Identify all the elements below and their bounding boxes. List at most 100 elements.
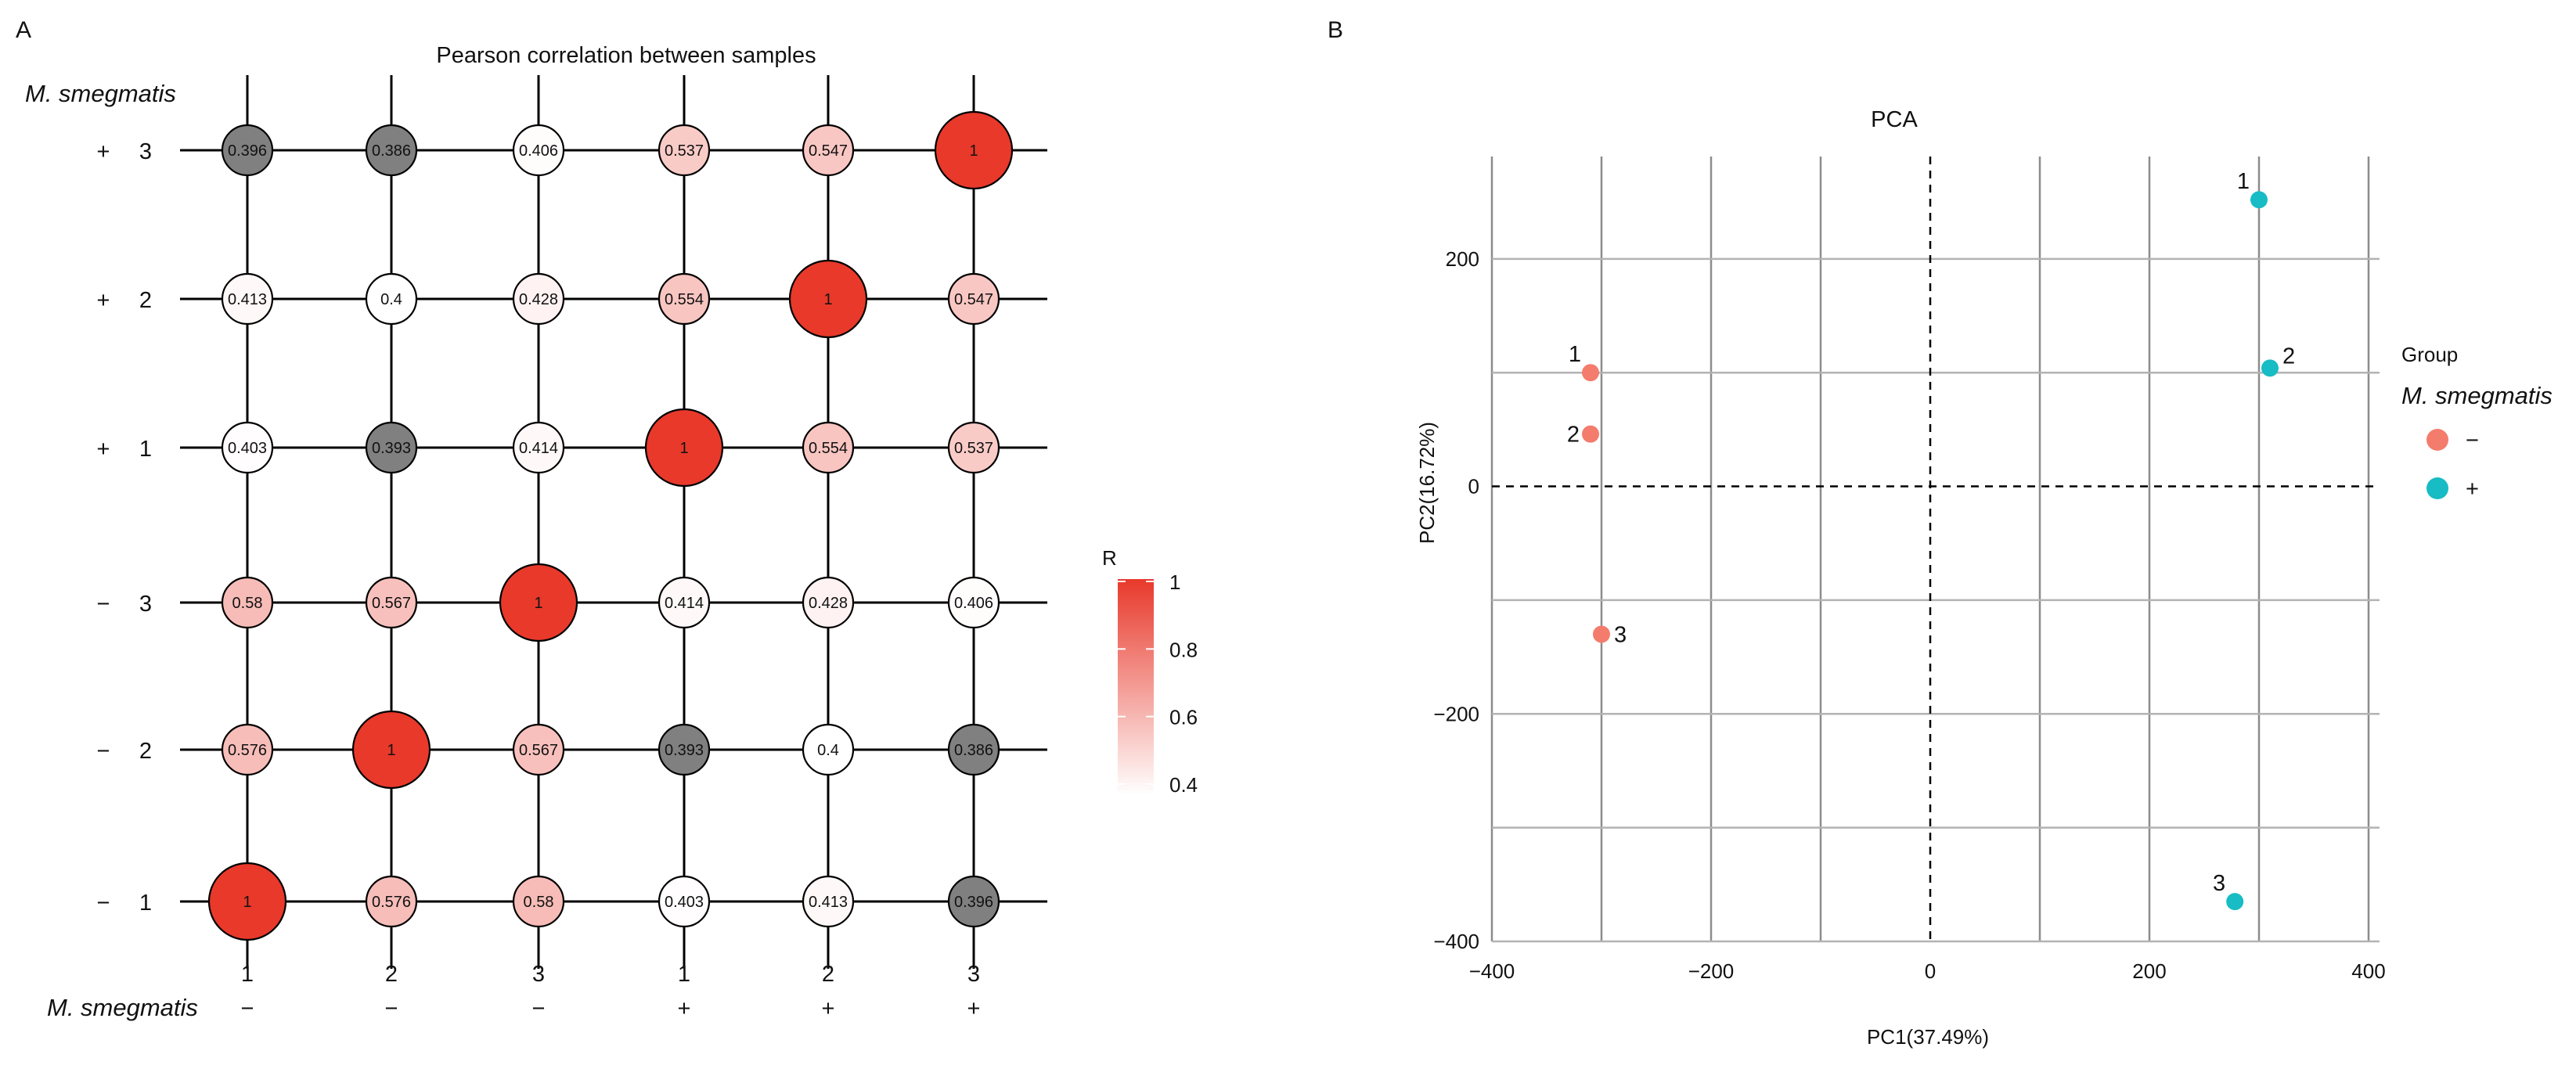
pca-point: 3: [1593, 623, 1627, 648]
corr-circle: [947, 421, 1000, 474]
corr-col-factor-label: M. smegmatis: [47, 994, 198, 1021]
corr-circle: [947, 576, 1000, 629]
pca-point: 1: [1569, 342, 1599, 382]
corr-circle: [658, 576, 711, 629]
corr-cell: 1: [644, 408, 724, 488]
legend-entries: −+: [2426, 428, 2479, 502]
corr-cell: 0.547: [947, 272, 1000, 326]
corr-value-label: 0.576: [372, 894, 411, 911]
corr-cell: 0.393: [365, 421, 418, 474]
pca-grid: [1490, 157, 2380, 943]
pca-y-tick: −200: [1433, 702, 1479, 725]
corr-value-label: 0.393: [372, 440, 411, 457]
panel-b-letter: B: [1328, 17, 1343, 43]
corr-value-label: 0.393: [665, 742, 704, 759]
corr-cell: 0.567: [512, 723, 565, 776]
corr-value-label: 0.4: [380, 291, 402, 308]
col-replicate-label: 3: [967, 962, 980, 987]
corr-value-label: 0.537: [665, 142, 704, 160]
corr-cell: 0.403: [221, 421, 274, 474]
corr-circle: [221, 124, 274, 177]
corr-value-label: 0.58: [524, 894, 554, 911]
corr-cell: 0.58: [512, 875, 565, 928]
colorbar-tick-label: 1: [1169, 570, 1180, 594]
corr-circle: [658, 875, 711, 928]
pca-point-marker: [1582, 364, 1599, 382]
pca-x-tick: −400: [1469, 959, 1515, 983]
corr-value-label: 0.547: [954, 291, 993, 308]
col-replicate-label: 1: [678, 962, 690, 987]
corr-circle: [365, 124, 418, 177]
corr-value-label: 0.567: [372, 595, 411, 612]
corr-value-label: 0.413: [809, 894, 848, 911]
pca-y-tick: −400: [1433, 930, 1479, 953]
corr-value-label: 0.58: [232, 595, 263, 612]
corr-cell: 0.386: [947, 723, 1000, 776]
corr-value-label: 1: [679, 440, 688, 457]
corr-title: Pearson correlation between samples: [436, 43, 816, 68]
corr-cell: 0.414: [512, 421, 565, 474]
col-group-label: +: [967, 996, 981, 1021]
corr-grid-lines: [180, 75, 1047, 969]
col-group-label: +: [678, 996, 691, 1021]
corr-value-label: 1: [534, 595, 542, 612]
pca-point-marker: [2261, 359, 2279, 377]
corr-value-label: 1: [969, 142, 978, 160]
corr-cell: 0.396: [221, 124, 274, 177]
corr-value-label: 0.386: [954, 742, 993, 759]
corr-cell: 0.58: [221, 576, 274, 629]
panel-a-letter: A: [16, 17, 31, 43]
pca-point-marker: [2250, 191, 2268, 209]
legend-swatch: [2426, 477, 2448, 499]
row-group-label: −: [97, 891, 110, 916]
corr-cell: 0.413: [221, 272, 274, 326]
corr-value-label: 0.428: [809, 595, 848, 612]
pca-points: 1 2 3 1 2 3: [1567, 169, 2295, 911]
pca-point-label: 3: [1614, 623, 1627, 648]
legend-entry: +: [2426, 477, 2479, 502]
corr-circle: [512, 875, 565, 928]
pca-point-label: 1: [2237, 169, 2250, 194]
corr-circle: [221, 723, 274, 776]
corr-cell: 0.576: [221, 723, 274, 776]
col-replicate-label: 2: [822, 962, 834, 987]
col-group-label: −: [241, 996, 254, 1021]
corr-circle: [947, 875, 1000, 928]
corr-circle: [802, 723, 855, 776]
pca-x-tick: 200: [2132, 959, 2166, 983]
corr-circle: [934, 110, 1014, 190]
col-replicate-label: 3: [532, 962, 545, 987]
legend-label: +: [2466, 477, 2479, 502]
corr-cell: 1: [934, 110, 1014, 190]
colorbar-tick-label: 0.6: [1169, 706, 1198, 729]
corr-cell: 0.386: [365, 124, 418, 177]
corr-value-label: 0.396: [954, 894, 993, 911]
corr-circle: [658, 124, 711, 177]
col-group-label: −: [532, 996, 546, 1021]
corr-value-label: 0.403: [665, 894, 704, 911]
pca-point-label: 2: [1567, 423, 1580, 448]
corr-value-label: 0.413: [228, 291, 267, 308]
corr-cell: 0.554: [658, 272, 711, 326]
corr-circle: [802, 421, 855, 474]
pca-x-tick: −200: [1688, 959, 1735, 983]
corr-circle: [802, 124, 855, 177]
corr-circle: [658, 723, 711, 776]
corr-value-label: 0.414: [519, 440, 558, 457]
row-replicate-label: 3: [139, 592, 152, 617]
corr-cell: 0.406: [947, 576, 1000, 629]
row-group-label: −: [97, 739, 110, 764]
corr-cell: 0.537: [947, 421, 1000, 474]
row-replicate-label: 2: [139, 288, 152, 313]
corr-circle: [802, 576, 855, 629]
pca-y-tick: 200: [1446, 247, 1479, 271]
pca-x-tick: 400: [2351, 959, 2385, 983]
corr-circle: [658, 272, 711, 326]
corr-cell: 1: [788, 259, 868, 339]
pca-point: 3: [2213, 871, 2244, 911]
corr-circle: [802, 875, 855, 928]
legend-label: −: [2466, 428, 2479, 453]
corr-cell: 0.576: [365, 875, 418, 928]
corr-cell: 0.554: [802, 421, 855, 474]
